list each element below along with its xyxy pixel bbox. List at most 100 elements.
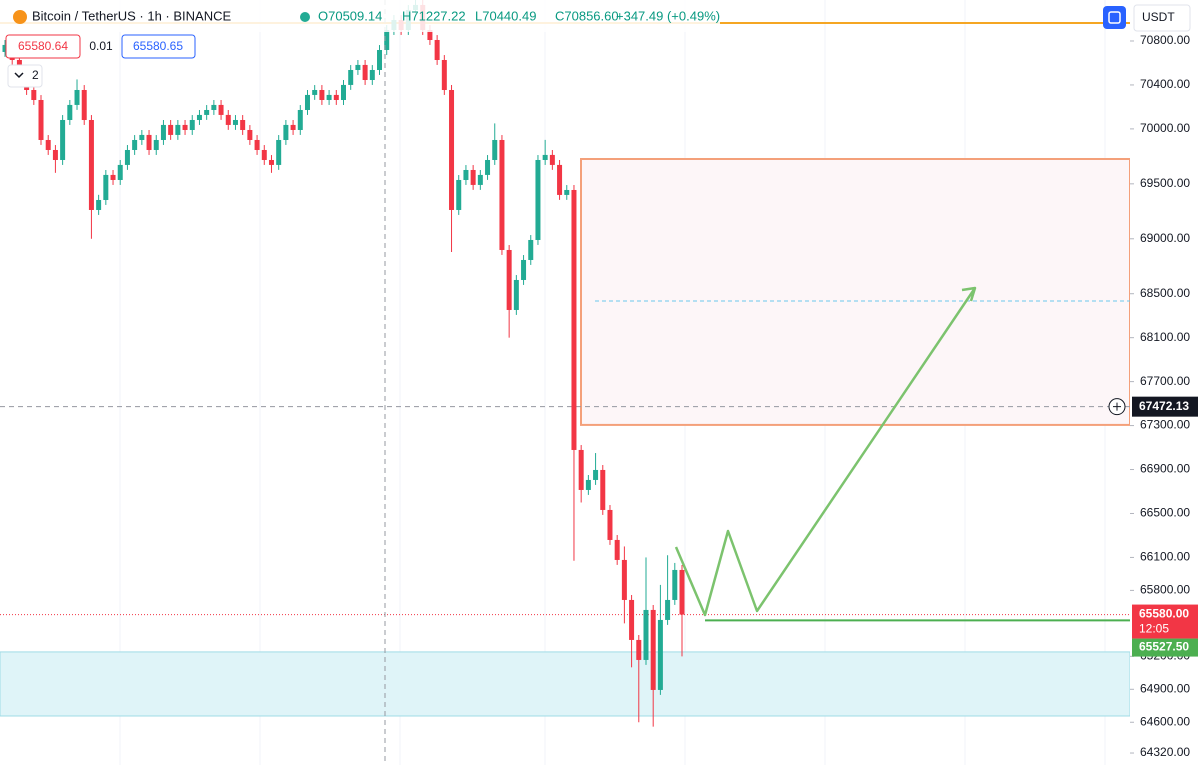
candle-body xyxy=(189,119,195,130)
header-bg xyxy=(0,0,720,32)
buy-price[interactable]: 65580.65 xyxy=(133,39,183,53)
y-tick-label: 67300.00 xyxy=(1140,418,1190,432)
candle-body xyxy=(657,619,663,690)
crosshair-label-bg xyxy=(1132,396,1198,417)
candle-body xyxy=(2,44,8,52)
sell-price[interactable]: 65580.64 xyxy=(18,39,68,53)
candle-body xyxy=(528,239,534,260)
candle-body xyxy=(542,154,548,160)
candle-body xyxy=(607,509,613,540)
candle-body xyxy=(643,609,649,660)
y-tick-label: 69500.00 xyxy=(1140,176,1190,190)
candle-body xyxy=(521,259,527,280)
candle-body xyxy=(326,94,332,100)
y-tick-label: 66100.00 xyxy=(1140,550,1190,564)
projection-arrow xyxy=(674,286,977,617)
ohlc-low: L70440.49 xyxy=(475,8,536,23)
candle-body xyxy=(362,64,368,80)
candle-body xyxy=(384,29,390,50)
y-tick-label: 67700.00 xyxy=(1140,374,1190,388)
candle-body xyxy=(441,59,447,90)
last-price-label: 65580.00 xyxy=(1139,607,1189,621)
last-price-bg xyxy=(1132,604,1198,639)
coin-icon xyxy=(13,10,27,24)
candle-body xyxy=(456,179,462,210)
candle-body xyxy=(477,174,483,185)
y-tick-label: 68100.00 xyxy=(1140,330,1190,344)
candle-body xyxy=(276,139,282,165)
candle-body xyxy=(679,569,685,615)
symbol-title: Bitcoin / TetherUS · 1h · BINANCE xyxy=(32,8,231,23)
candle-body xyxy=(463,169,469,180)
candle-body xyxy=(369,69,375,80)
y-tick-label: 66900.00 xyxy=(1140,462,1190,476)
y-tick-label: 64320.00 xyxy=(1140,745,1190,759)
y-tick-label: 64900.00 xyxy=(1140,681,1190,695)
candle-body xyxy=(175,124,181,135)
candle-body xyxy=(60,119,66,160)
candle-body xyxy=(117,164,123,180)
candle-body xyxy=(333,94,339,100)
candle-body xyxy=(665,599,671,620)
candle-body xyxy=(196,114,202,120)
candle-body xyxy=(153,139,159,150)
y-tick-label: 65800.00 xyxy=(1140,583,1190,597)
y-tick-label: 70400.00 xyxy=(1140,77,1190,91)
candle-body xyxy=(650,609,656,690)
candle-body xyxy=(225,114,231,125)
candle-body xyxy=(160,124,166,140)
target-label-bg xyxy=(1132,638,1198,657)
currency-label[interactable]: USDT xyxy=(1142,10,1175,24)
indicators-count[interactable]: 2 xyxy=(32,68,39,82)
ohlc-change: +347.49 (+0.49%) xyxy=(616,8,720,23)
candle-body xyxy=(499,139,505,250)
currency-button[interactable] xyxy=(1133,4,1191,32)
y-tick-label: 70800.00 xyxy=(1140,33,1190,47)
candle-body xyxy=(377,49,383,70)
candle-body xyxy=(564,189,570,195)
candle-body xyxy=(211,104,217,110)
target-label: 65527.50 xyxy=(1139,640,1189,654)
candle-body xyxy=(290,124,296,130)
candle-body xyxy=(261,149,267,160)
candle-body xyxy=(485,159,491,175)
candle-body xyxy=(110,174,116,180)
candle-body xyxy=(74,89,80,105)
status-dot xyxy=(300,12,310,22)
candle-body xyxy=(254,139,260,150)
candle-body xyxy=(600,469,606,510)
candle-body xyxy=(96,199,102,210)
candle-body xyxy=(247,129,253,140)
support-zone xyxy=(0,651,1131,717)
candle-body xyxy=(593,469,599,480)
candle-body xyxy=(132,139,138,150)
candle-body xyxy=(578,449,584,490)
candle-body xyxy=(449,89,455,210)
candle-body xyxy=(621,559,627,600)
candle-body xyxy=(304,94,310,110)
chevron-icon xyxy=(14,72,24,79)
candle-body xyxy=(549,154,555,165)
candle-body xyxy=(52,149,58,160)
candle-body xyxy=(557,164,563,195)
y-tick-label: 64600.00 xyxy=(1140,714,1190,728)
candle-body xyxy=(45,139,51,150)
candle-body xyxy=(240,119,246,130)
order-size[interactable]: 0.01 xyxy=(89,39,113,53)
price-axis-labels: 70800.00 70400.00 70000.00 69500.00 69000.00… xyxy=(1108,33,1198,759)
indicators-toggle[interactable] xyxy=(7,64,43,88)
ohlc-open: O70509.14 xyxy=(318,8,382,23)
ohlc-high: H71227.22 xyxy=(402,8,466,23)
buy-button[interactable] xyxy=(121,34,196,59)
candle-body xyxy=(348,69,354,85)
candle-body xyxy=(355,64,361,70)
candle-body xyxy=(168,124,174,135)
candle-body xyxy=(341,84,346,100)
candle-body xyxy=(506,249,512,310)
candle-body xyxy=(124,149,130,165)
candle-body xyxy=(268,159,274,165)
sync-button[interactable] xyxy=(1103,6,1126,29)
sell-button[interactable] xyxy=(5,34,81,59)
